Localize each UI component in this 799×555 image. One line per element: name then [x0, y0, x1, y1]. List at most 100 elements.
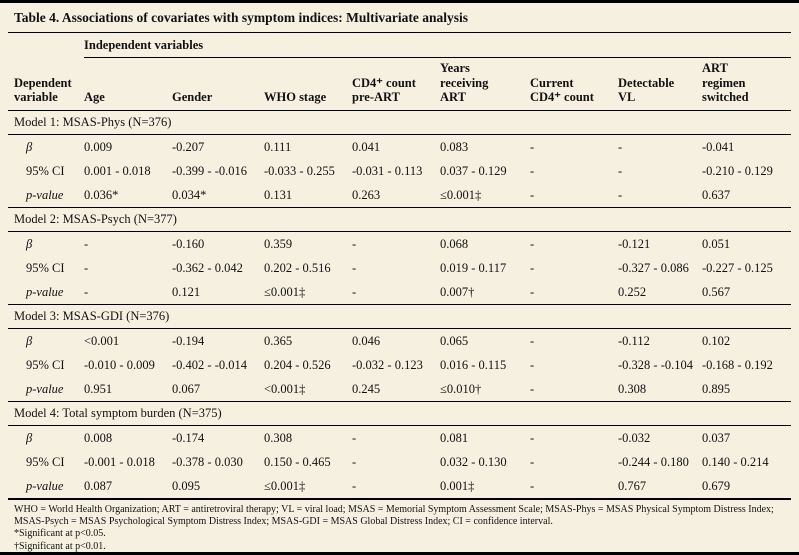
table-cell: -	[530, 140, 535, 154]
model-1-ci-row: 95% CI 0.001 - 0.018 -0.399 - -0.016 -0.…	[8, 159, 791, 183]
model-3-header-row: Model 3: MSAS-GDI (N=376)	[8, 304, 791, 329]
table-cell: -	[530, 479, 535, 493]
footnote-significance-001: †Significant at p<0.01.	[14, 540, 106, 552]
table-cell: -	[84, 285, 89, 299]
table-cell: -0.210 - 0.129	[702, 164, 773, 178]
row-label-beta: β	[26, 140, 33, 154]
table-cell: 0.202 - 0.516	[264, 261, 331, 275]
column-header-row: Dependent variable Age Gender WHO stage …	[8, 57, 791, 112]
model-2-ci-row: 95% CI - -0.362 - 0.042 0.202 - 0.516 - …	[8, 256, 791, 280]
table-cell: -0.160	[172, 237, 205, 251]
footnote-abbreviations: WHO = World Health Organization; ART = a…	[14, 504, 774, 528]
row-label-ci: 95% CI	[26, 358, 65, 372]
row-label-beta: β	[26, 334, 33, 348]
model-4-beta-row: β 0.008 -0.174 0.308 - 0.081 - -0.032 0.…	[8, 426, 791, 451]
table-cell: -0.328 - -0.104	[618, 358, 693, 372]
table-cell: 0.009	[84, 140, 113, 154]
table-cell: -0.402 - -0.014	[172, 358, 247, 372]
table-cell: 0.131	[264, 188, 293, 202]
table-cell: 0.046	[352, 334, 381, 348]
table-cell: -	[618, 188, 623, 202]
column-header-age: Age	[84, 57, 172, 112]
column-header-who-stage: WHO stage	[264, 57, 352, 112]
table-cell: 0.140 - 0.214	[702, 455, 769, 469]
table-cell: 0.308	[618, 382, 647, 396]
table-cell: 0.637	[702, 188, 731, 202]
table-cell: -0.041	[702, 140, 735, 154]
table-cell: 0.150 - 0.465	[264, 455, 331, 469]
model-4-p-row: p-value 0.087 0.095 ≤0.001‡ - 0.001‡ - 0…	[8, 474, 791, 499]
table-cell: -0.032	[618, 431, 651, 445]
table-cell: 0.095	[172, 479, 201, 493]
column-header-dependent-variable: Dependent variable	[8, 57, 84, 112]
results-table: Independent variables Dependent variable…	[8, 33, 791, 500]
table-cell: 0.001‡	[440, 479, 475, 493]
table-cell: -0.121	[618, 237, 651, 251]
table-cell: -	[84, 237, 89, 251]
model-1-header-row: Model 1: MSAS-Phys (N=376)	[8, 110, 791, 135]
model-3-beta-row: β <0.001 -0.194 0.365 0.046 0.065 - -0.1…	[8, 329, 791, 354]
row-label-beta: β	[26, 237, 33, 251]
model-2-header-row: Model 2: MSAS-Psych (N=377)	[8, 207, 791, 232]
table-cell: -	[530, 164, 535, 178]
table-cell: ≤0.001‡	[440, 188, 482, 202]
model-1-label: Model 1: MSAS-Phys (N=376)	[8, 110, 791, 135]
model-3-ci-row: 95% CI -0.010 - 0.009 -0.402 - -0.014 0.…	[8, 353, 791, 377]
table-cell: -0.112	[618, 334, 650, 348]
table-cell: 0.951	[84, 382, 113, 396]
table-cell: 0.001 - 0.018	[84, 164, 151, 178]
table-cell: 0.121	[172, 285, 201, 299]
table-cell: 0.365	[264, 334, 293, 348]
column-header-art-regimen-switched: ART regimen switched	[702, 57, 791, 112]
model-2-label: Model 2: MSAS-Psych (N=377)	[8, 207, 791, 232]
table-cell: -	[530, 334, 535, 348]
table-cell: -0.174	[172, 431, 205, 445]
table-cell: 0.032 - 0.130	[440, 455, 507, 469]
row-label-beta: β	[26, 431, 33, 445]
row-label-ci: 95% CI	[26, 261, 65, 275]
table-cell: 0.036*	[84, 188, 119, 202]
table-cell: -0.327 - 0.086	[618, 261, 689, 275]
table-cell: -	[352, 455, 357, 469]
table-cell: -	[530, 237, 535, 251]
table-cell: -	[352, 479, 357, 493]
table-cell: -0.362 - 0.042	[172, 261, 243, 275]
table-cell: -	[530, 261, 535, 275]
table-cell: 0.041	[352, 140, 381, 154]
row-label-pvalue: p-value	[26, 479, 64, 493]
table-cell: 0.308	[264, 431, 293, 445]
column-header-gender: Gender	[172, 57, 264, 112]
table-cell: -	[530, 285, 535, 299]
table-cell: -0.001 - 0.018	[84, 455, 155, 469]
model-4-ci-row: 95% CI -0.001 - 0.018 -0.378 - 0.030 0.1…	[8, 450, 791, 474]
table-cell: -0.194	[172, 334, 205, 348]
table-cell: 0.895	[702, 382, 731, 396]
table-cell: 0.111	[264, 140, 292, 154]
row-label-ci: 95% CI	[26, 455, 65, 469]
table-cell: 0.679	[702, 479, 731, 493]
table-cell: 0.008	[84, 431, 113, 445]
row-label-pvalue: p-value	[26, 382, 64, 396]
column-header-current-cd4: Current CD4⁺ count	[530, 57, 618, 112]
column-header-cd4-pre-art: CD4⁺ count pre-ART	[352, 57, 440, 112]
independent-variables-header: Independent variables	[84, 33, 791, 58]
table-cell: -0.033 - 0.255	[264, 164, 335, 178]
table-cell: 0.007†	[440, 285, 475, 299]
table-cell: 0.034*	[172, 188, 207, 202]
table-cell: -0.168 - 0.192	[702, 358, 773, 372]
column-header-detectable-vl: Detectable VL	[618, 57, 702, 112]
table-cell: -0.010 - 0.009	[84, 358, 155, 372]
group-header-row: Independent variables	[8, 33, 791, 58]
table-cell: 0.263	[352, 188, 381, 202]
table-cell: 0.087	[84, 479, 113, 493]
table-cell: 0.081	[440, 431, 469, 445]
table-cell: 0.252	[618, 285, 647, 299]
table-cell: 0.567	[702, 285, 731, 299]
model-2-p-row: p-value - 0.121 ≤0.001‡ - 0.007† - 0.252…	[8, 280, 791, 305]
table-cell: -	[352, 237, 357, 251]
table-cell: 0.245	[352, 382, 381, 396]
table-body: Model 1: MSAS-Phys (N=376) β 0.009 - 0.20…	[8, 110, 791, 500]
table-cell: 0.037	[702, 431, 731, 445]
table-cell: -	[530, 431, 535, 445]
